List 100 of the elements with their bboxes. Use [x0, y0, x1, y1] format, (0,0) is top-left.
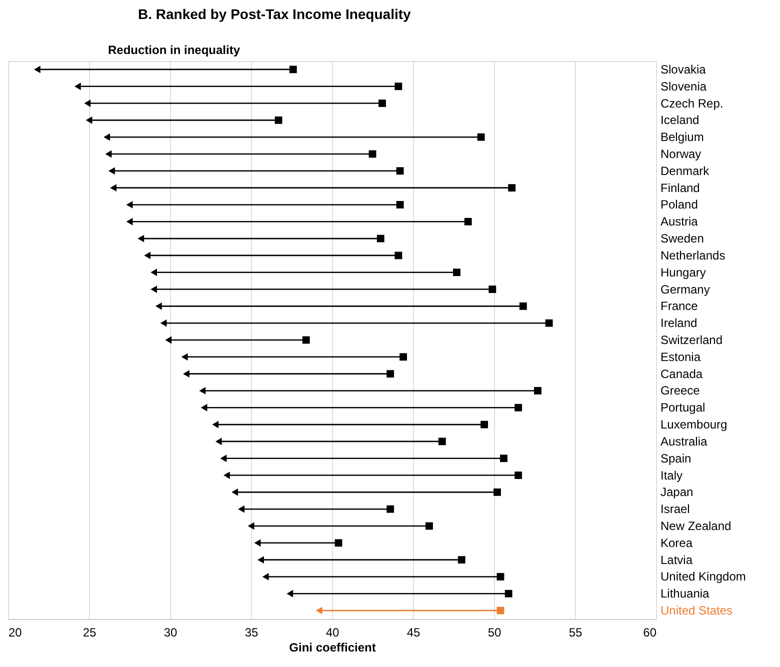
x-tick-label: 35 [244, 626, 258, 640]
point [376, 234, 384, 242]
y-tick-label: Canada [660, 366, 703, 381]
y-tick-label: Japan [660, 485, 694, 500]
x-tick-label: 55 [568, 626, 582, 640]
y-tick-label: Finland [660, 180, 700, 195]
point [220, 454, 227, 462]
point [394, 82, 402, 90]
point [274, 116, 282, 124]
point [105, 150, 112, 158]
y-tick-label: Spain [660, 451, 692, 466]
point [108, 167, 115, 175]
point [400, 353, 407, 361]
point [453, 268, 460, 276]
x-tick-label: 30 [164, 626, 178, 640]
point [477, 133, 485, 141]
y-tick-label: Luxembourg [660, 418, 728, 432]
point [458, 556, 466, 564]
point [254, 539, 261, 547]
y-tick-label: Ireland [660, 316, 698, 330]
point [386, 505, 394, 513]
point [396, 167, 404, 175]
x-tick-label: 45 [406, 626, 420, 640]
x-axis-title: Gini coefficient [289, 640, 376, 654]
point [86, 116, 92, 124]
point [126, 201, 133, 208]
point [232, 488, 238, 496]
point [126, 218, 133, 226]
point [199, 387, 206, 394]
point [181, 353, 188, 361]
point [378, 100, 386, 107]
y-tick-label: Latvia [660, 552, 693, 567]
y-tick-label: United Kingdom [660, 570, 746, 584]
point [496, 573, 504, 580]
y-tick-label: France [660, 299, 698, 314]
y-tick-label: Germany [660, 282, 710, 296]
point [182, 370, 190, 378]
point [514, 404, 522, 412]
point [238, 505, 244, 513]
point [248, 522, 254, 530]
y-tick-label: United States [660, 604, 733, 618]
y-tick-label: Iceland [660, 113, 700, 128]
chart-title: B. Ranked by Post-Tax Income Inequality [138, 6, 412, 22]
y-tick-label: Switzerland [660, 333, 723, 347]
point [504, 590, 512, 598]
point [316, 606, 322, 614]
point [425, 522, 433, 530]
y-tick-label: Greece [660, 384, 700, 398]
x-tick-label: 60 [643, 626, 657, 640]
point [508, 184, 516, 192]
y-tick-label: New Zealand [660, 519, 732, 533]
point [84, 100, 91, 107]
y-tick-label: Australia [660, 434, 708, 448]
point [74, 82, 81, 90]
y-tick-label: Hungary [660, 265, 706, 280]
y-tick-label: Slovenia [660, 79, 707, 94]
point [464, 218, 472, 226]
point [302, 336, 310, 344]
y-tick-label: Lithuania [660, 586, 710, 601]
point [396, 201, 404, 208]
y-tick-label: Czech Rep. [660, 96, 724, 110]
y-tick-label: Austria [660, 214, 698, 229]
point [386, 370, 394, 378]
point [262, 573, 269, 580]
point [488, 286, 496, 293]
point [110, 184, 117, 192]
point [138, 234, 144, 242]
point [514, 472, 522, 479]
y-tick-label: Slovakia [660, 62, 706, 76]
x-tick-label: 25 [82, 626, 96, 640]
point [494, 488, 501, 496]
point [334, 539, 342, 547]
y-tick-label: Sweden [660, 232, 704, 246]
point [519, 302, 527, 310]
point [212, 420, 219, 428]
y-tick-label: Korea [660, 536, 693, 550]
point [223, 472, 230, 479]
point [438, 438, 446, 446]
point [150, 268, 158, 276]
x-tick-label: 20 [8, 626, 22, 640]
point [496, 606, 504, 614]
y-tick-label: Belgium [660, 130, 704, 144]
point [34, 66, 40, 74]
y-tick-label: Italy [660, 468, 683, 482]
point [160, 319, 167, 327]
point [258, 556, 264, 564]
x-tick-label: 40 [326, 626, 340, 640]
point [534, 387, 542, 394]
y-tick-label: Netherlands [660, 248, 726, 262]
point [480, 420, 488, 428]
y-tick-label: Denmark [660, 164, 710, 178]
y-tick-label: Norway [660, 147, 702, 161]
y-tick-label: Israel [660, 502, 690, 516]
point [200, 404, 208, 412]
point [150, 286, 158, 293]
point [545, 319, 553, 327]
point [215, 438, 222, 446]
point [165, 336, 172, 344]
point [394, 252, 402, 260]
point [104, 133, 110, 141]
